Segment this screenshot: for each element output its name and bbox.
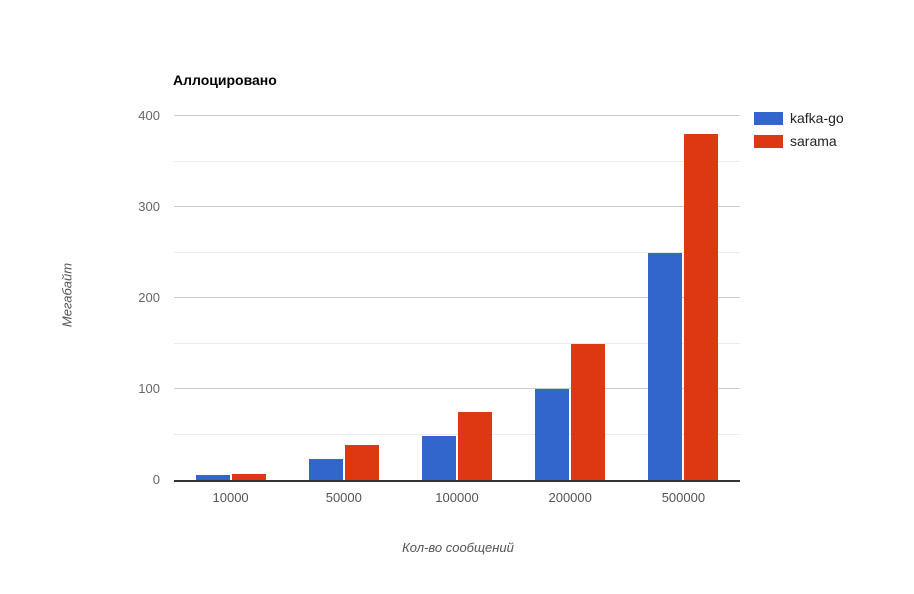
bar-kafka-go[interactable]: [648, 252, 683, 480]
bar-sarama[interactable]: [231, 473, 266, 480]
x-tick-label: 500000: [661, 490, 706, 505]
legend: kafka-go sarama: [754, 110, 844, 158]
bar-kafka-go[interactable]: [195, 475, 230, 480]
legend-label: sarama: [790, 133, 837, 149]
minor-gridline: [174, 342, 740, 344]
x-tick-label: 10000: [212, 490, 249, 505]
major-gridline: [174, 115, 740, 116]
chart-title: Аллоцировано: [173, 72, 277, 88]
legend-item-sarama[interactable]: sarama: [754, 133, 844, 149]
plot-area: [174, 115, 740, 482]
major-gridline: [174, 206, 740, 207]
minor-gridline: [174, 251, 740, 253]
bar-sarama[interactable]: [458, 411, 492, 480]
minor-gridline: [174, 160, 740, 162]
bar-sarama[interactable]: [571, 343, 606, 480]
bar-kafka-go[interactable]: [422, 436, 456, 480]
legend-label: kafka-go: [790, 110, 844, 126]
bar-sarama[interactable]: [344, 445, 379, 480]
x-tick-label: 100000: [435, 490, 479, 505]
major-gridline: [174, 297, 740, 298]
x-tick-label: 200000: [548, 490, 592, 505]
major-gridline: [174, 388, 740, 389]
y-tick-label: 200: [138, 290, 160, 305]
legend-item-kafka-go[interactable]: kafka-go: [754, 110, 844, 126]
y-tick-label: 300: [138, 199, 160, 214]
bar-kafka-go[interactable]: [535, 389, 570, 480]
x-axis-title: Кол-во сообщений: [402, 540, 514, 555]
x-tick-label: 50000: [325, 490, 362, 505]
bar-sarama[interactable]: [684, 134, 719, 480]
legend-swatch-kafka-go: [754, 112, 783, 125]
legend-swatch-sarama: [754, 135, 783, 148]
minor-gridline: [174, 433, 740, 435]
y-tick-label: 0: [152, 472, 160, 487]
y-tick-label: 400: [138, 108, 160, 123]
y-axis-title: Мегабайт: [59, 262, 75, 328]
bar-kafka-go[interactable]: [308, 459, 343, 480]
y-tick-label: 100: [138, 381, 160, 396]
